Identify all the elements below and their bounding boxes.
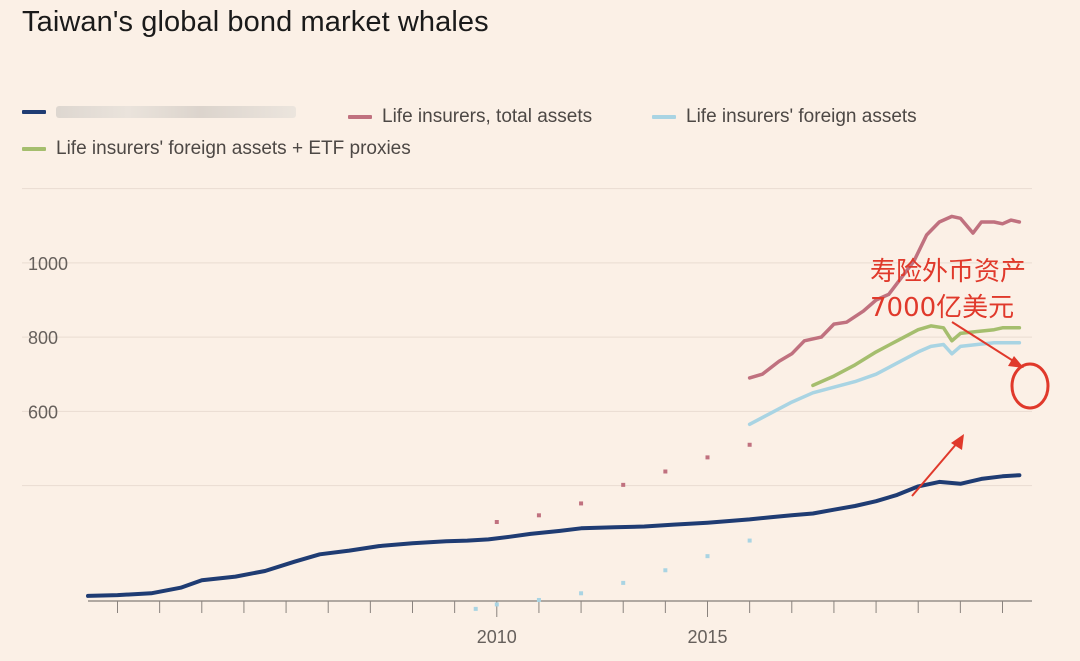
series-line-3 (811, 324, 1022, 388)
series-point (579, 591, 584, 596)
y-axis-ticks: 600 800 1000 (28, 254, 68, 423)
series-point (579, 501, 584, 506)
series-point (621, 482, 626, 487)
legend-label-obscured (56, 106, 296, 118)
arrow-to-navy-line (911, 441, 959, 497)
annotation-line-2: 7000亿美元 (870, 293, 1014, 323)
legend-item-foreign-assets: Life insurers' foreign assets (652, 106, 917, 128)
series-line-0 (86, 473, 1022, 598)
series-point (536, 597, 541, 602)
series-point (494, 602, 499, 607)
legend-item-foreign-etf: Life insurers' foreign assets + ETF prox… (22, 138, 411, 160)
series-point (747, 538, 752, 543)
annotation: 寿险外币资产 7000亿美元 (870, 257, 1050, 497)
arrowhead-to-circle (1008, 356, 1024, 368)
gridlines (22, 188, 1032, 487)
series-lines (86, 214, 1022, 611)
legend-label-foreign-etf: Life insurers' foreign assets + ETF prox… (56, 138, 411, 159)
series-point (747, 442, 752, 447)
series-point (705, 554, 710, 559)
series-point (663, 469, 668, 474)
legend-swatch-green (22, 147, 46, 151)
series-point (621, 580, 626, 585)
series-line-2 (747, 340, 1022, 427)
highlight-circle (1010, 362, 1050, 410)
y-tick-label: 1000 (28, 254, 68, 274)
y-tick-label: 600 (28, 402, 58, 422)
legend-item-total-assets: Life insurers, total assets (348, 106, 592, 128)
annotation-line-1: 寿险外币资产 (870, 257, 1026, 287)
x-tick-label: 2015 (687, 627, 727, 647)
legend-label-foreign-assets: Life insurers' foreign assets (686, 106, 917, 127)
y-tick-label: 800 (28, 328, 58, 348)
series-point (663, 568, 668, 573)
chart-title: Taiwan's global bond market whales (22, 6, 489, 38)
legend-item-obscured (22, 106, 296, 118)
series-point (494, 519, 499, 524)
legend-swatch-pink (348, 115, 372, 119)
x-axis: 2010 2015 (88, 600, 1032, 647)
series-point (705, 455, 710, 460)
series-line-1 (747, 214, 1022, 380)
legend-swatch-lightblue (652, 115, 676, 119)
series-point (536, 513, 541, 518)
x-tick-label: 2010 (477, 627, 517, 647)
legend-label-total-assets: Life insurers, total assets (382, 106, 593, 127)
series-point (473, 606, 478, 611)
arrow-to-circle (951, 321, 1019, 365)
arrowhead-to-navy-line (951, 434, 964, 450)
legend-swatch-navy (22, 110, 46, 114)
